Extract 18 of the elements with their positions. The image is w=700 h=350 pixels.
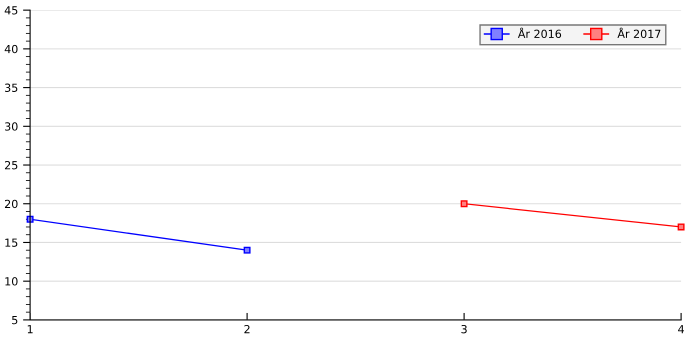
y-tick-label: 15 [5, 238, 18, 247]
y-tick-label: 5 [12, 316, 18, 324]
x-tick-label: 2 [244, 324, 250, 334]
x-tick-label: 3 [461, 324, 467, 334]
y-tick-label: 10 [5, 277, 18, 286]
legend-label: År 2017 [617, 28, 660, 38]
point [678, 224, 685, 230]
y-tick-label: 30 [5, 122, 18, 131]
point [244, 246, 251, 254]
y-tick-label: 25 [4, 161, 18, 170]
y-tick-label: 45 [4, 6, 18, 15]
x-tick-label: 4 [678, 325, 684, 334]
y-tick-label: 35 [5, 84, 18, 92]
y-tick-label: 40 [4, 44, 18, 54]
y-tick-label: 20 [4, 200, 18, 208]
point [460, 200, 468, 208]
legend-label: År 2016 [518, 28, 562, 38]
x-tick-label: 1 [28, 325, 33, 334]
